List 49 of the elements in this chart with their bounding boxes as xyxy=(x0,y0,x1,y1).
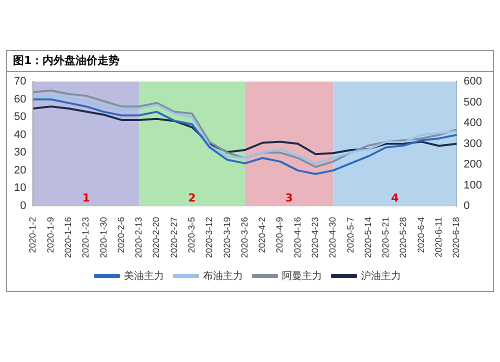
y2-tick-label: 400 xyxy=(464,117,482,130)
x-tick-label: 2020-2-27 xyxy=(168,216,179,258)
band-label: 4 xyxy=(391,191,400,204)
x-tick-label: 2020-4-9 xyxy=(274,216,285,253)
y-tick-label: 60 xyxy=(14,93,26,106)
x-tick-label: 2020-3-12 xyxy=(204,216,214,258)
y-tick-label: 70 xyxy=(14,76,26,88)
y-tick-label: 30 xyxy=(14,146,26,159)
y-tick-label: 20 xyxy=(14,164,26,176)
legend-label: 美油主力 xyxy=(124,270,164,282)
y-tick-label: 0 xyxy=(20,200,26,212)
x-tick-label: 2020-3-19 xyxy=(222,216,232,258)
chart-title: 图1：内外盘油价走势 xyxy=(7,51,493,72)
y2-tick-label: 200 xyxy=(464,158,482,171)
x-tick-label: 2020-2-6 xyxy=(116,216,126,253)
x-tick-label: 2020-6-4 xyxy=(416,216,426,253)
x-tick-label: 2020-3-26 xyxy=(239,216,250,258)
x-tick-label: 2020-6-18 xyxy=(451,216,462,258)
x-tick-label: 2020-2-20 xyxy=(151,216,162,258)
x-tick-label: 2020-2-13 xyxy=(134,216,144,258)
x-tick-label: 2020-5-14 xyxy=(362,216,373,258)
x-tick-label: 2020-1-30 xyxy=(98,216,108,258)
y2-tick-label: 300 xyxy=(464,138,482,150)
x-tick-label: 2020-1-23 xyxy=(80,216,91,258)
y2-tick-label: 500 xyxy=(464,96,482,108)
y-tick-label: 10 xyxy=(14,182,26,194)
x-tick-label: 2020-3-5 xyxy=(186,216,196,253)
y2-tick-label: 600 xyxy=(464,76,482,88)
legend-label: 布油主力 xyxy=(203,270,243,282)
x-tick-label: 2020-4-2 xyxy=(257,216,268,253)
x-tick-label: 2020-5-7 xyxy=(345,216,356,253)
x-tick-label: 2020-1-16 xyxy=(63,216,74,258)
legend-label: 沪油主力 xyxy=(361,270,401,282)
x-tick-label: 2020-4-23 xyxy=(310,216,320,258)
y-tick-label: 40 xyxy=(14,128,26,141)
x-tick-label: 2020-1-9 xyxy=(45,216,56,253)
x-tick-label: 2020-5-21 xyxy=(380,216,391,258)
y2-tick-label: 0 xyxy=(464,200,470,212)
x-tick-label: 2020-5-28 xyxy=(398,216,408,258)
x-tick-label: 2020-1-2 xyxy=(28,216,38,253)
band-label: 2 xyxy=(188,191,196,204)
band-label: 1 xyxy=(82,191,90,204)
x-tick-label: 2020-4-30 xyxy=(328,216,338,258)
x-tick-label: 2020-6-11 xyxy=(433,216,444,258)
band-label: 3 xyxy=(285,191,293,204)
y-tick-label: 50 xyxy=(14,111,26,124)
legend-label: 阿曼主力 xyxy=(282,270,322,282)
y2-tick-label: 100 xyxy=(464,179,482,192)
x-tick-label: 2020-4-16 xyxy=(292,216,302,258)
